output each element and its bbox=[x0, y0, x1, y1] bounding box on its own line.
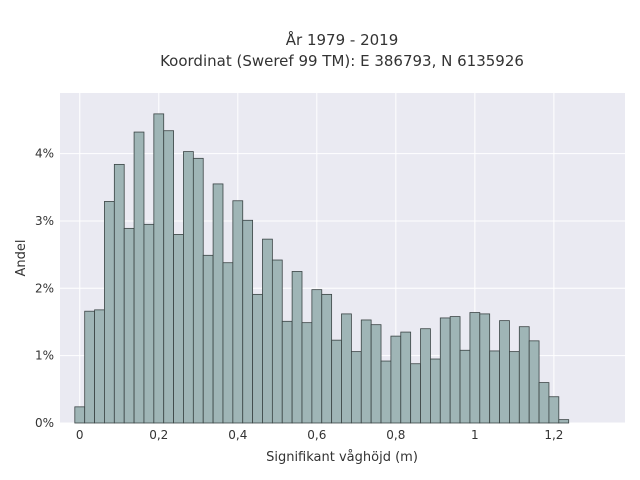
histogram-bar bbox=[163, 130, 174, 424]
histogram-bar bbox=[459, 349, 471, 424]
histogram-bar bbox=[439, 317, 451, 424]
histogram-bar bbox=[94, 309, 105, 424]
histogram-bar bbox=[528, 340, 540, 424]
histogram-bar bbox=[153, 113, 165, 424]
chart-title: År 1979 - 2019 bbox=[286, 30, 399, 49]
y-tick-label: 3% bbox=[35, 214, 54, 228]
x-axis-ticks: 0 0,2 0,4 0,6 0,8 1 1,2 bbox=[76, 428, 563, 442]
histogram-bar bbox=[489, 350, 500, 424]
histogram-bar bbox=[350, 351, 362, 424]
histogram-bar bbox=[232, 200, 244, 424]
histogram-bar bbox=[202, 254, 214, 424]
histogram-bar bbox=[499, 320, 510, 424]
histogram-bar bbox=[271, 259, 283, 424]
x-axis-label: Signifikant våghöjd (m) bbox=[266, 450, 418, 465]
x-tick-label: 0,2 bbox=[149, 428, 168, 442]
histogram-bar bbox=[360, 319, 372, 424]
histogram-bar bbox=[509, 351, 520, 424]
histogram-bar bbox=[143, 223, 155, 424]
histogram-bar bbox=[430, 358, 441, 424]
histogram-bar bbox=[449, 316, 461, 424]
histogram-bar bbox=[173, 234, 184, 424]
histogram-bar bbox=[222, 262, 234, 424]
histogram-bar bbox=[321, 293, 333, 424]
histogram-bar bbox=[538, 382, 550, 424]
histogram-bar bbox=[380, 360, 392, 424]
y-tick-label: 2% bbox=[35, 281, 54, 295]
y-tick-label: 0% bbox=[35, 416, 54, 430]
histogram-bar bbox=[410, 363, 421, 424]
y-axis-ticks: 0% 1% 2% 3% 4% bbox=[35, 147, 54, 430]
x-tick-label: 0,6 bbox=[307, 428, 326, 442]
histogram-bar bbox=[390, 335, 402, 424]
histogram-bar bbox=[518, 326, 530, 424]
histogram-bar bbox=[252, 293, 263, 424]
histogram-bar bbox=[479, 313, 491, 424]
x-tick-label: 0,8 bbox=[386, 428, 405, 442]
histogram-bar bbox=[74, 406, 86, 424]
histogram-bar bbox=[341, 313, 352, 424]
histogram-bar bbox=[469, 312, 481, 424]
histogram-bar bbox=[311, 289, 323, 424]
histogram-bar bbox=[123, 227, 135, 424]
histogram-bar bbox=[291, 271, 303, 424]
bars bbox=[74, 113, 570, 424]
histogram-bar bbox=[133, 131, 145, 424]
histogram-bar bbox=[370, 324, 382, 424]
histogram-bar bbox=[281, 320, 293, 424]
histogram-bar bbox=[113, 163, 125, 424]
chart-subtitle: Koordinat (Sweref 99 TM): E 386793, N 61… bbox=[160, 52, 524, 70]
histogram-bar bbox=[183, 151, 194, 424]
histogram-bar bbox=[331, 339, 342, 424]
y-axis-label: Andel bbox=[14, 240, 29, 277]
histogram-bar bbox=[212, 183, 224, 424]
x-tick-label: 0 bbox=[76, 428, 84, 442]
histogram-bar bbox=[242, 219, 254, 424]
histogram-bar bbox=[548, 396, 560, 424]
histogram-bar bbox=[558, 419, 570, 424]
histogram-bar bbox=[104, 201, 115, 424]
histogram-bar bbox=[420, 328, 431, 424]
histogram-bar bbox=[301, 322, 313, 424]
y-tick-label: 1% bbox=[35, 349, 54, 363]
x-tick-label: 0,4 bbox=[228, 428, 247, 442]
histogram-bar bbox=[192, 157, 204, 424]
x-tick-label: 1,2 bbox=[544, 428, 563, 442]
histogram-bar bbox=[84, 310, 95, 424]
x-tick-label: 1 bbox=[471, 428, 479, 442]
y-tick-label: 4% bbox=[35, 147, 54, 161]
histogram-bar bbox=[262, 238, 273, 424]
histogram-bar bbox=[400, 331, 412, 424]
